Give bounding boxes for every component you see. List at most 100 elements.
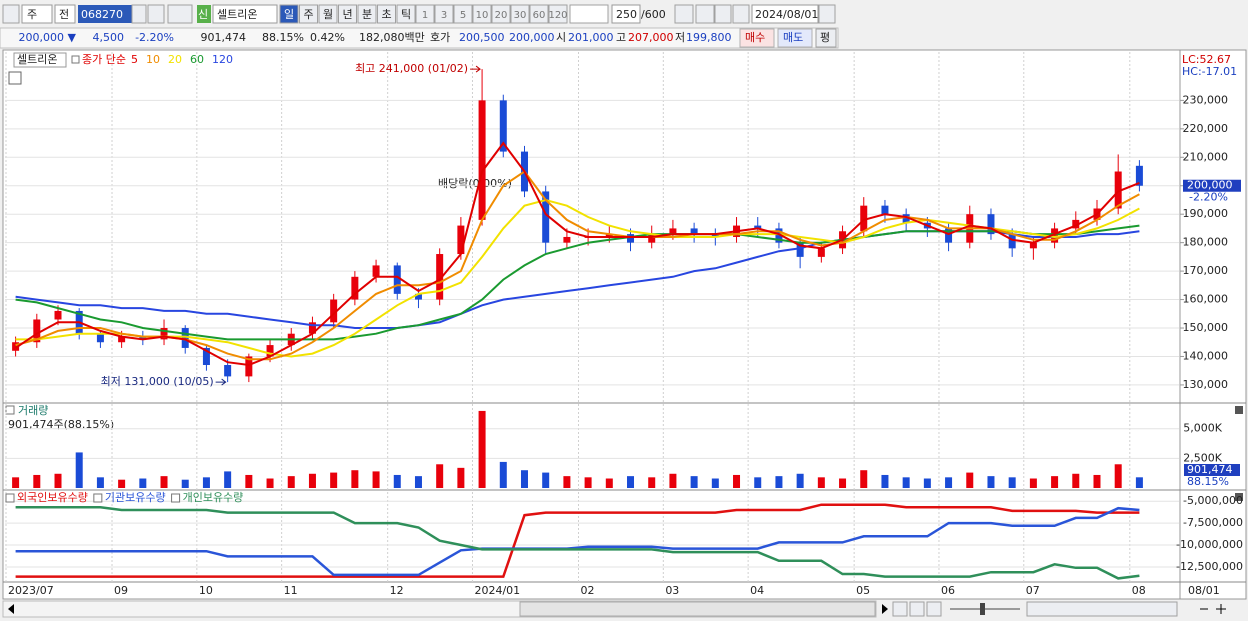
volume-bar [711, 478, 719, 488]
minute-button[interactable] [529, 4, 549, 24]
x-tick-label: 09 [114, 584, 128, 597]
minute-button[interactable] [472, 4, 492, 24]
volume-bar [202, 477, 210, 488]
volume-bar [563, 476, 571, 488]
quote-bar: 200,000 ▼ 4,500 -2.20% 901,474 88.15% 0.… [0, 27, 839, 49]
buy[interactable]: 매수 [745, 31, 765, 44]
range-select[interactable] [54, 4, 76, 24]
volume-bar [648, 477, 656, 488]
minute-button[interactable] [548, 4, 568, 24]
period-select[interactable] [21, 4, 53, 24]
calendar-icon[interactable] [818, 4, 836, 24]
tool-icon[interactable] [695, 4, 715, 24]
interval-button[interactable] [279, 4, 299, 24]
interval-button[interactable] [377, 4, 396, 24]
legend-checkbox[interactable] [171, 493, 181, 503]
candle-body [478, 100, 486, 220]
candle-body [160, 328, 168, 340]
ma-line [15, 198, 1140, 358]
candle-body [817, 248, 825, 257]
low-annotation: 최저 131,000 (10/05) [101, 375, 214, 388]
volume-bar [436, 464, 444, 488]
grid-icon[interactable] [8, 71, 22, 85]
volume-bar [181, 479, 189, 488]
legend-checkbox[interactable] [5, 493, 15, 503]
minute-button[interactable] [415, 4, 435, 24]
code-dropdown[interactable] [131, 4, 147, 24]
volume-bar [160, 476, 168, 488]
tool-strip[interactable] [1026, 601, 1178, 617]
save-icon[interactable] [714, 4, 732, 24]
candle-body [330, 299, 338, 323]
volume-bar [817, 477, 825, 488]
candle-body [1029, 242, 1037, 249]
date-box[interactable] [751, 4, 819, 24]
volume-bar [520, 470, 528, 488]
turnover: 0.42% [310, 31, 345, 44]
period: 주 [27, 8, 37, 21]
volume-bar [733, 474, 741, 488]
pane-close[interactable] [1235, 406, 1243, 414]
last-volume-box [1184, 464, 1240, 476]
ma-line [15, 141, 1140, 367]
count-box[interactable] [611, 4, 641, 24]
minute-label: 3 [441, 10, 447, 21]
volume-bar [33, 474, 41, 488]
settings-icon[interactable] [732, 4, 750, 24]
stock-name: 셀트리온 [217, 8, 257, 21]
avg[interactable]: 평 [820, 31, 830, 44]
menu-icon[interactable] [2, 4, 20, 24]
volume-bar [923, 478, 931, 488]
volume-bar [96, 477, 104, 488]
code-input[interactable] [78, 5, 132, 23]
legend-checkbox[interactable] [71, 55, 80, 64]
holding-line [15, 506, 1140, 577]
x-tick-label: 04 [750, 584, 764, 597]
interval-button[interactable] [318, 4, 338, 24]
interval-button[interactable] [338, 4, 357, 24]
legend-entry: 20 [168, 53, 182, 66]
volume-bar [860, 470, 868, 488]
x-tick-label: 2023/07 [8, 584, 54, 597]
sell-button[interactable] [777, 28, 813, 48]
avg-button[interactable] [815, 28, 837, 48]
tool-icon[interactable] [674, 4, 694, 24]
buy-button[interactable] [739, 28, 775, 48]
legend-entry: 개인보유수량 [183, 491, 244, 504]
zoom-handle[interactable] [980, 603, 985, 615]
low: 199,800 [686, 31, 732, 44]
candle-body [945, 228, 953, 243]
volume-bar [330, 472, 338, 488]
candle-body [96, 333, 104, 343]
sell[interactable]: 매도 [783, 31, 803, 44]
scroll-thumb[interactable] [519, 601, 876, 617]
scroll-left[interactable] [8, 604, 14, 614]
candle-body [457, 225, 465, 255]
legend-entry: 기관보유수량 [105, 491, 166, 504]
sound-button[interactable] [167, 4, 193, 24]
minute-button[interactable] [510, 4, 530, 24]
search-button[interactable] [147, 4, 165, 24]
nav-button[interactable] [909, 601, 925, 617]
minute-button[interactable] [434, 4, 454, 24]
interval-button[interactable] [299, 4, 318, 24]
legend-checkbox[interactable] [93, 493, 103, 503]
volume-bar [499, 461, 507, 488]
interval-button[interactable] [396, 4, 416, 24]
volume-bar [796, 473, 804, 488]
y-tick-label: -12,500,000 [1176, 560, 1243, 573]
minute-button[interactable] [453, 4, 473, 24]
minute-input[interactable] [569, 4, 609, 24]
zoom-in[interactable] [1216, 604, 1226, 614]
candle-body [881, 205, 889, 215]
minute-label: 10 [476, 10, 489, 21]
nav-button[interactable] [926, 601, 942, 617]
scroll-right[interactable] [882, 604, 888, 614]
nav-button[interactable] [892, 601, 908, 617]
interval-button[interactable] [357, 4, 377, 24]
pane-close[interactable] [1235, 493, 1243, 501]
ma-line [15, 224, 1140, 341]
minute-button[interactable] [491, 4, 511, 24]
volume-bar [478, 410, 486, 488]
checkbox[interactable] [5, 405, 15, 415]
